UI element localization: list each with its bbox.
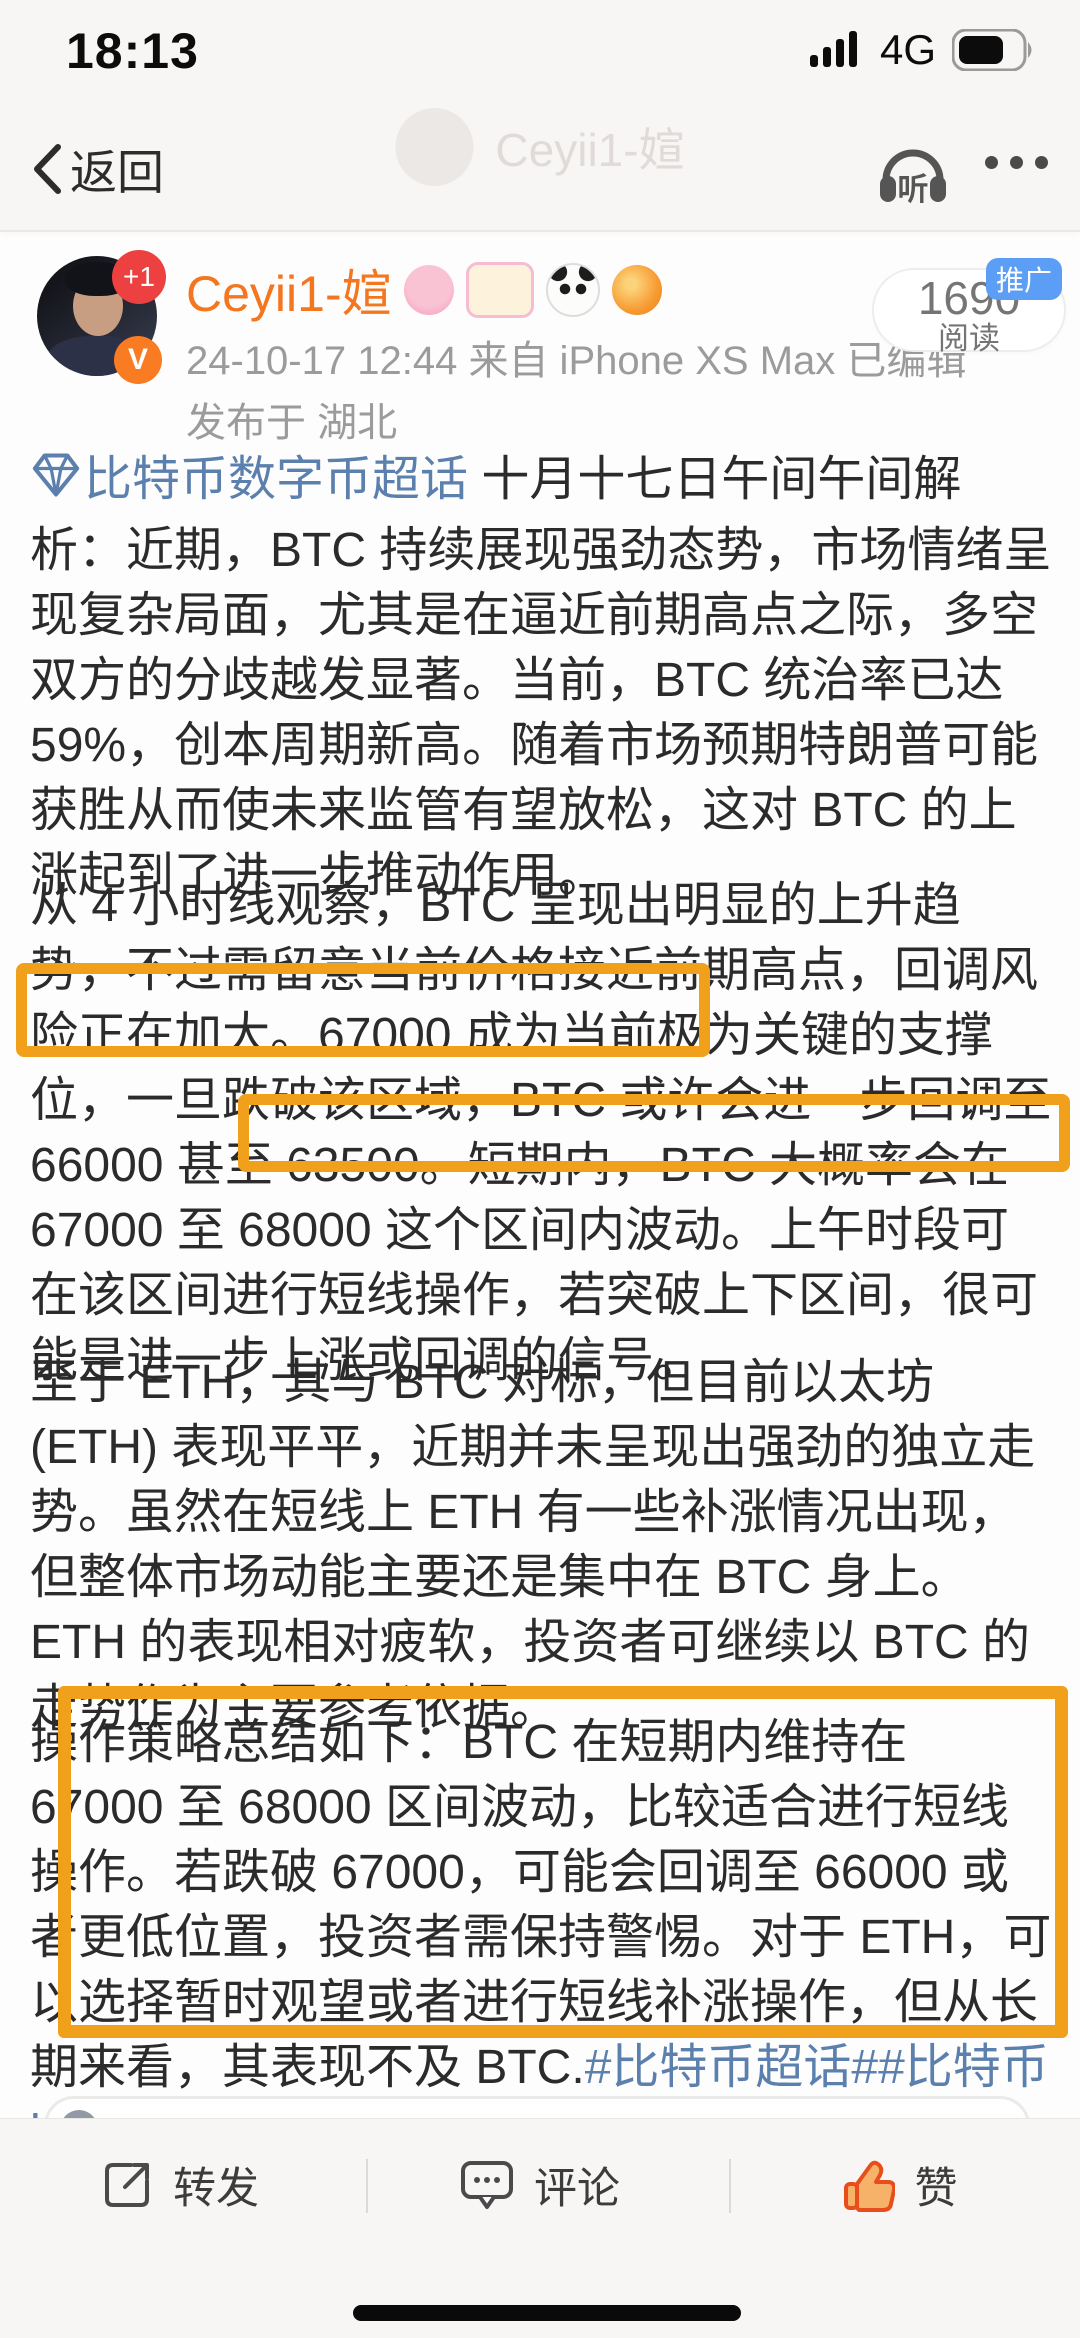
verified-badge: V [114,336,162,384]
post-paragraph-4: 操作策略总结如下：BTC 在短期内维持在 67000 至 68000 区间波动，… [30,1710,1052,2165]
back-label: 返回 [70,146,164,199]
comment-label: 评论 [534,2165,620,2213]
listen-label: 听 [897,172,929,207]
fish-emoji [611,265,662,315]
pig-emoji [403,265,454,315]
status-right-cluster: 4G [809,0,1036,100]
action-divider [366,2159,368,2213]
status-time: 18:13 [66,23,199,79]
ghost-title-text: Ceyii1-媗 [495,124,685,176]
post-paragraph-1: 比特币数字币超话 十月十七日午间午间解析：近期，BTC 持续展现强劲态势，市场情… [30,447,1052,908]
comment-icon [461,2161,513,2209]
back-button[interactable]: 返回 [32,134,164,203]
listen-button[interactable]: 听 [878,134,948,208]
headphones-icon [880,149,946,202]
top-bars: 18:13 4G 返回 Ceyii1-媗 [0,0,1080,232]
battery-icon [952,29,1032,71]
post-paragraph-2: 从 4 小时线观察，BTC 呈现出明显的上升趋势，不过需留意当前价格接近前期高点… [30,879,1052,1387]
ghost-avatar [395,108,474,186]
paragraph-1-text: 十月十七日午间午间解析：近期，BTC 持续展现强劲态势，市场情绪呈现复杂局面，尤… [30,453,1052,902]
reads-label: 阅读 [938,321,1000,356]
post-meta: 24-10-17 12:44 来自 iPhone XS Max 已编辑 [186,339,967,383]
candy-emoji [465,262,534,318]
username-text: Ceyii1-媗 [186,266,392,322]
follow-plus-badge[interactable]: +1 [112,250,166,304]
post-location: 发布于 湖北 [186,401,398,445]
ghost-title: Ceyii1-媗 [395,108,685,186]
repost-icon [105,2163,149,2207]
promo-badge: 推广 [986,258,1063,300]
panda-emoji [545,263,600,317]
supertopic-gem-icon [30,449,82,518]
repost-button[interactable]: 转发 [0,2153,360,2217]
bottom-action-bar: 转发 评论 赞 [0,2118,1080,2338]
more-options-button[interactable] [978,132,1054,192]
post-paragraph-3: 至于 ETH，其与 BTC 对标，但目前以太坊 (ETH) 表现平平，近期并未呈… [30,1356,1036,1734]
supertopic-link[interactable]: 比特币数字币超话 [84,453,469,506]
username[interactable]: Ceyii1-媗 [186,260,662,322]
chevron-left-icon [34,143,61,194]
like-label: 赞 [914,2165,958,2213]
more-options-icon [984,155,998,169]
network-type-label: 4G [879,26,936,73]
home-indicator[interactable] [353,2305,741,2321]
paragraph-4-text: 操作策略总结如下：BTC 在短期内维持在 67000 至 68000 区间波动，… [30,1716,1052,2094]
signal-strength-icon [809,31,857,67]
comment-button[interactable]: 评论 [360,2153,720,2217]
thumb-up-icon [843,2160,895,2212]
action-divider [729,2159,731,2213]
repost-label: 转发 [173,2165,259,2213]
like-button[interactable]: 赞 [720,2153,1080,2217]
